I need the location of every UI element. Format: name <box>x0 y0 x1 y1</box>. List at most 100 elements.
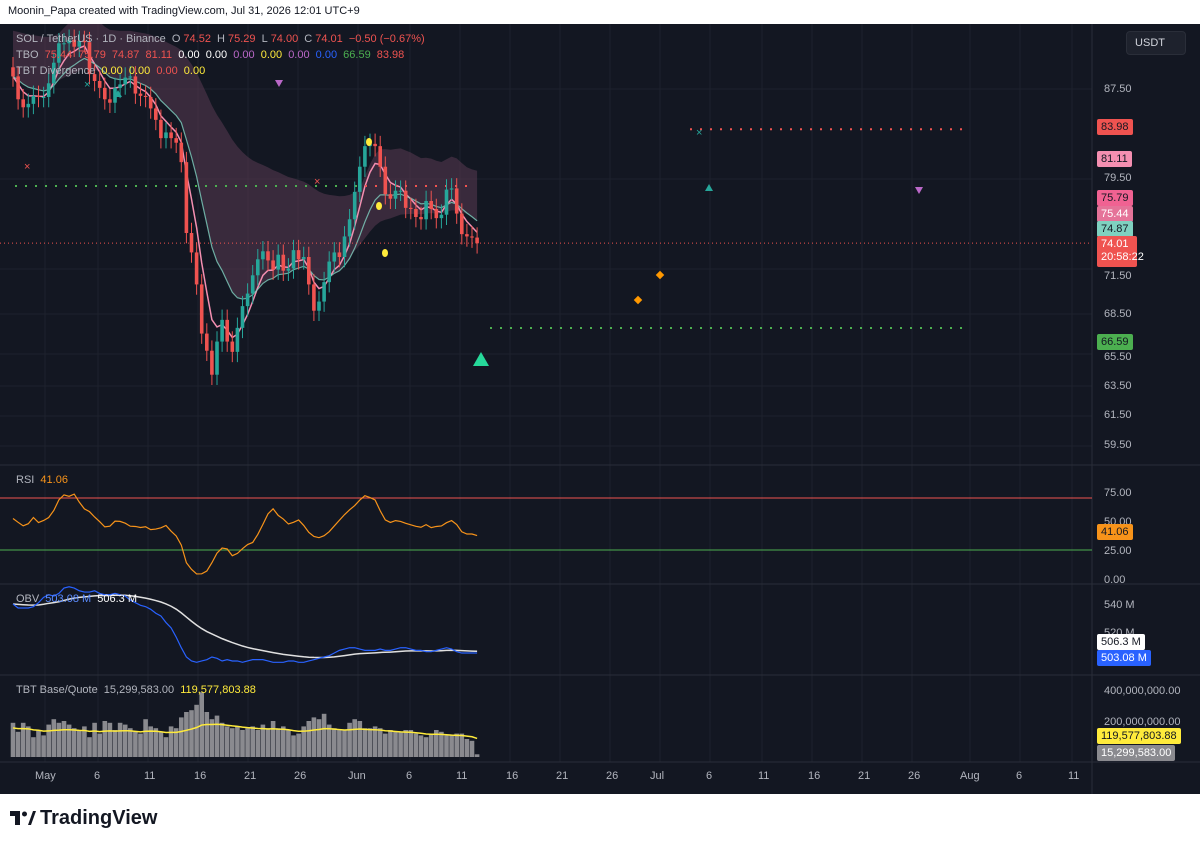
divergence-name[interactable]: TBT Divergence <box>16 65 96 77</box>
volume-bar <box>184 712 189 757</box>
divergence-diamond <box>655 270 665 280</box>
cross-marker: × <box>84 79 90 91</box>
time-axis-label: 6 <box>1016 770 1023 782</box>
high-label: H <box>217 33 225 45</box>
candle-body <box>67 39 71 44</box>
tradingview-logo[interactable]: TradingView <box>10 807 157 830</box>
volume-bar <box>122 724 128 757</box>
volume-bar <box>260 724 266 757</box>
change-value: −0.50 (−0.67%) <box>348 33 425 45</box>
time-axis-label: 26 <box>606 770 619 782</box>
tbo-price-tag: 75.79 <box>1097 190 1133 206</box>
candle-body <box>460 213 464 235</box>
currency-button[interactable]: USDT <box>1126 31 1186 55</box>
volume-bar <box>403 730 408 757</box>
candle-body <box>179 142 184 163</box>
candle-body <box>322 282 326 302</box>
support-price-tag: 66.59 <box>1097 334 1133 350</box>
chart-canvas[interactable]: × × × × <box>0 24 1200 794</box>
volume-legend: TBT Base/Quote 15,299,583.00 119,577,803… <box>16 684 259 696</box>
candle-body <box>245 293 250 307</box>
time-axis-label: 26 <box>294 770 307 782</box>
tbo-name[interactable]: TBO <box>16 49 39 61</box>
candle-body <box>199 284 204 334</box>
volume-bar <box>163 737 169 757</box>
price-axis-label: 59.50 <box>1104 439 1132 451</box>
candle-body <box>281 254 286 271</box>
volume-bar <box>77 730 82 757</box>
candle-body <box>250 275 255 294</box>
rsi-axis-label: 0.00 <box>1104 574 1126 586</box>
volume-bar <box>332 728 337 757</box>
sell-signal-marker <box>275 80 283 87</box>
divergence-value: 0.00 <box>101 65 123 77</box>
cross-marker: × <box>314 176 320 188</box>
volume-bar <box>87 737 92 757</box>
volume-bar <box>342 730 347 757</box>
volume-bar <box>194 704 199 757</box>
volume-bar <box>97 733 102 757</box>
ma-cloud-band <box>13 24 478 300</box>
volume-bar <box>474 754 480 757</box>
candle-body <box>235 327 240 352</box>
rsi-name[interactable]: RSI <box>16 474 35 486</box>
tbo-price-tag: 75.44 <box>1097 206 1133 222</box>
volume-name[interactable]: TBT Base/Quote <box>16 684 98 696</box>
up-triangle-marker <box>114 90 122 97</box>
price-axis-label: 87.50 <box>1104 83 1132 95</box>
candle-body <box>439 214 444 219</box>
candle-body <box>470 236 474 238</box>
candle-body <box>194 252 199 285</box>
rsi-value-tag: 41.06 <box>1097 524 1133 540</box>
candle-body <box>429 201 433 209</box>
volume-bar <box>372 726 378 757</box>
candle-body <box>256 259 260 276</box>
candle-body <box>358 166 362 192</box>
volume-bar <box>46 724 51 757</box>
volume-bar <box>148 726 153 757</box>
candle-body <box>225 319 229 342</box>
candle-body <box>184 162 189 233</box>
volume-bar <box>219 722 225 757</box>
volume-bar <box>179 717 184 757</box>
volume-bar <box>10 722 16 757</box>
price-axis-label: 71.50 <box>1104 270 1132 282</box>
divergence-dot <box>366 138 372 146</box>
tradingview-logo-text: TradingView <box>40 807 158 829</box>
volume-bar <box>286 730 291 757</box>
candle-body <box>271 260 275 270</box>
time-axis-label: 6 <box>94 770 101 782</box>
volume-bar <box>209 719 215 757</box>
candle-body <box>317 301 321 311</box>
volume-bar <box>362 728 368 757</box>
time-axis-label: 11 <box>144 770 156 782</box>
divergence-value: 0.00 <box>183 65 206 77</box>
chart-area[interactable]: × × × × USDT SOL / TetherUS · 1D · Binance … <box>0 24 1200 794</box>
volume-bar <box>235 726 240 757</box>
obv-ma-tag: 506.3 M <box>1097 634 1145 650</box>
candle-body <box>337 252 342 257</box>
candle-body <box>72 39 76 47</box>
candle-body <box>21 99 25 108</box>
candle-body <box>240 306 245 328</box>
volume-bar <box>173 728 179 757</box>
volume-bar <box>138 733 143 757</box>
volume-axis-label: 400,000,000.00 <box>1104 685 1181 697</box>
candle-body <box>215 341 219 375</box>
candle-body <box>363 146 367 167</box>
volume-bar <box>26 726 31 757</box>
volume-bar <box>275 728 281 757</box>
volume-bar <box>143 719 148 757</box>
symbol-label[interactable]: SOL / TetherUS · 1D · Binance <box>16 33 166 45</box>
candle-body <box>393 190 398 199</box>
tbo-value: 81.11 <box>145 49 173 61</box>
chart-attribution: Moonin_Papa created with TradingView.com… <box>8 5 360 17</box>
divergence-value: 0.00 <box>156 65 178 77</box>
low-value: 74.00 <box>270 33 299 45</box>
candle-body <box>475 237 479 244</box>
obv-axis-label: 540 M <box>1104 599 1135 611</box>
volume-bar <box>434 730 439 757</box>
obv-name[interactable]: OBV <box>16 593 40 605</box>
price-axis-label: 65.50 <box>1104 351 1132 363</box>
candle-body <box>352 191 357 220</box>
